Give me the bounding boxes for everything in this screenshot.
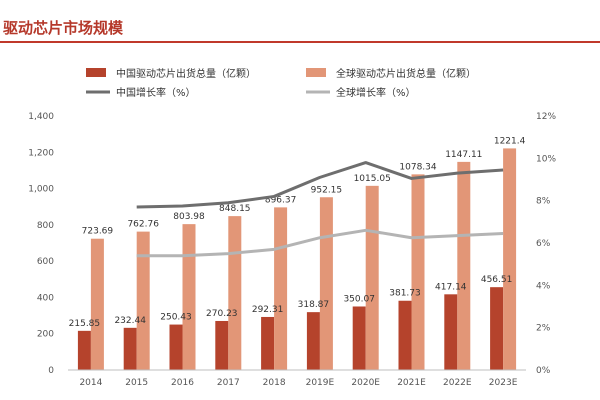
x-tick-label: 2018: [263, 378, 286, 388]
global-shipment-bar: [457, 161, 471, 370]
china-shipment-bar: [77, 330, 91, 370]
china-shipment-bar: [169, 324, 183, 370]
y-left-tick-label: 1,000: [28, 185, 54, 195]
china-shipment-bar: [398, 300, 412, 370]
y-left-tick-label: 600: [37, 257, 54, 267]
legend-label: 中国驱动芯片出货总量（亿颗）: [116, 67, 256, 80]
legend-item: 全球驱动芯片出货总量（亿颗）: [306, 67, 476, 80]
china-shipment-data-label: 456.51: [481, 275, 513, 285]
global-shipment-bar: [274, 207, 288, 370]
legend-item: 中国驱动芯片出货总量（亿颗）: [86, 67, 256, 80]
y-left-tick-label: 800: [37, 221, 54, 231]
report-header: 驱动芯片市场规模: [0, 0, 600, 44]
global-shipment-data-label: 1221.4: [494, 136, 526, 146]
x-tick-label: 2014: [79, 378, 102, 388]
china-shipment-bar: [215, 320, 229, 370]
global-shipment-data-label: 848.15: [219, 204, 251, 214]
global-shipment-bar: [365, 185, 379, 370]
china-shipment-data-label: 350.07: [343, 294, 375, 304]
china-shipment-bar: [306, 312, 320, 370]
page-title: 驱动芯片市场规模: [3, 19, 124, 37]
china-shipment-bar: [490, 287, 504, 370]
global-shipment-bar: [319, 197, 333, 370]
bar-series: 215.85 232.44 250.43 270.23 292.31 318.87 350.…: [69, 136, 526, 370]
legend-label: 全球驱动芯片出货总量（亿颗）: [336, 67, 476, 80]
legend-label: 全球增长率（%）: [336, 86, 416, 99]
china-shipment-data-label: 417.14: [435, 282, 467, 292]
x-tick-label: 2023E: [489, 378, 518, 388]
y-left-tick-label: 0: [48, 366, 54, 376]
global-shipment-data-label: 723.69: [82, 227, 114, 237]
global-shipment-bar: [503, 148, 517, 370]
x-tick-label: 2021E: [397, 378, 426, 388]
china-shipment-bar: [352, 306, 366, 370]
china-shipment-data-label: 215.85: [69, 319, 101, 329]
x-tick-label: 2022E: [443, 378, 472, 388]
global-shipment-bar: [136, 231, 150, 370]
global-shipment-bar: [182, 224, 196, 370]
china-shipment-data-label: 250.43: [160, 313, 192, 323]
x-tick-label: 2015: [125, 378, 148, 388]
y-right-tick-label: 4%: [536, 281, 551, 291]
china-shipment-data-label: 318.87: [298, 300, 330, 310]
legend-swatch: [306, 68, 326, 77]
global-shipment-bar: [411, 174, 425, 370]
y-left-tick-label: 1,400: [28, 112, 54, 122]
x-tick-label: 2019E: [306, 378, 335, 388]
china-shipment-data-label: 292.31: [252, 305, 284, 315]
x-tick-label: 2016: [171, 378, 194, 388]
y-left-tick-label: 1,200: [28, 148, 54, 158]
global-shipment-data-label: 1147.11: [445, 150, 482, 160]
y-right-tick-label: 12%: [536, 112, 556, 122]
y-left-tick-label: 200: [37, 330, 54, 340]
china-shipment-bar: [123, 327, 137, 370]
global-shipment-data-label: 762.76: [127, 220, 159, 230]
x-tick-label: 2020E: [351, 378, 380, 388]
global-shipment-bar: [90, 238, 104, 370]
global-shipment-data-label: 1078.34: [399, 162, 436, 172]
legend-label: 中国增长率（%）: [116, 86, 196, 99]
chart-legend: 中国驱动芯片出货总量（亿颗） 全球驱动芯片出货总量（亿颗） 中国增长率（%） 全球增长…: [86, 67, 476, 99]
china-shipment-data-label: 381.73: [389, 289, 421, 299]
china-shipment-data-label: 270.23: [206, 309, 238, 319]
china-shipment-bar: [261, 316, 275, 370]
y-right-tick-label: 2%: [536, 324, 551, 334]
y-left-tick-label: 400: [37, 293, 54, 303]
y-axis-right: 0% 2% 4% 6% 8% 10% 12%: [536, 112, 556, 376]
legend-swatch: [86, 68, 106, 77]
global-shipment-data-label: 803.98: [173, 212, 205, 222]
title-divider: [0, 41, 600, 43]
china-shipment-bar: [444, 294, 458, 370]
legend-item: 全球增长率（%）: [306, 86, 416, 99]
y-right-tick-label: 6%: [536, 239, 551, 249]
line-series: [136, 161, 504, 258]
y-axis-left: 0 200 400 600 800 1,000 1,200 1,400: [28, 112, 54, 376]
china-shipment-data-label: 232.44: [114, 316, 146, 326]
global-shipment-data-label: 1015.05: [354, 174, 391, 184]
x-tick-label: 2017: [217, 378, 240, 388]
global-shipment-data-label: 952.15: [311, 185, 343, 195]
x-axis: 2014 2015 2016 2017 2018 2019E 2020E 2021E 2022E…: [68, 369, 526, 388]
y-right-tick-label: 0%: [536, 366, 551, 376]
legend-item: 中国增长率（%）: [86, 86, 196, 99]
y-right-tick-label: 8%: [536, 197, 551, 207]
y-right-tick-label: 10%: [536, 154, 556, 164]
global-shipment-data-label: 896.37: [265, 195, 297, 205]
global-shipment-bar: [228, 216, 242, 370]
